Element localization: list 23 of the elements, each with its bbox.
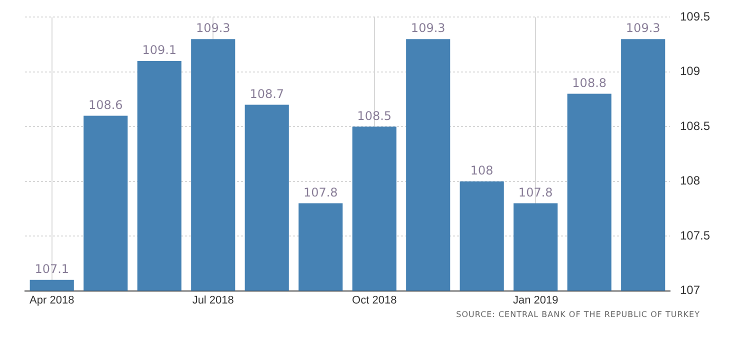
data-label: 109.3 xyxy=(196,21,230,36)
source-note: SOURCE: CENTRAL BANK OF THE REPUBLIC OF TURKEY xyxy=(455,310,700,319)
x-tick-label: Jan 2019 xyxy=(512,294,558,306)
y-tick-label: 108 xyxy=(680,174,700,188)
y-tick-label: 109 xyxy=(680,64,700,78)
y-tick-label: 108.5 xyxy=(680,118,710,133)
y-tick-label: 107.5 xyxy=(680,228,710,242)
y-tick-label: 109.5 xyxy=(680,10,710,24)
y-tick-label: 107 xyxy=(680,283,700,298)
data-label: 107.1 xyxy=(34,262,70,276)
data-label: 108 xyxy=(470,163,494,178)
x-tick-label: Oct 2018 xyxy=(352,294,397,306)
x-tick-label: Apr 2018 xyxy=(30,294,74,306)
data-label: 109.3 xyxy=(410,21,446,36)
data-label: 108.5 xyxy=(357,108,392,123)
data-label: 109.3 xyxy=(626,21,660,36)
data-label: 108.7 xyxy=(250,86,284,101)
data-label: 107.8 xyxy=(518,185,553,200)
data-label: 108.6 xyxy=(88,98,123,112)
data-label: 108.8 xyxy=(572,76,607,90)
data-label: 107.8 xyxy=(303,185,338,200)
x-tick-label: Jul 2018 xyxy=(192,294,234,306)
data-label: 109.1 xyxy=(142,43,177,58)
